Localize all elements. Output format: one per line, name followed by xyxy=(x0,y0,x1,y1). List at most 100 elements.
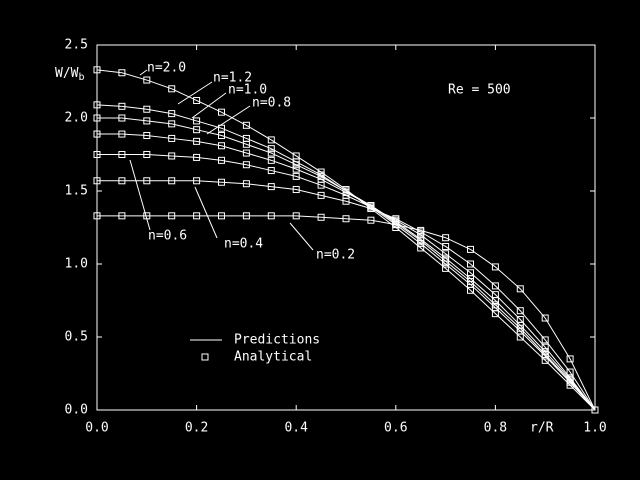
analytical-marker xyxy=(292,212,300,220)
analytical-marker xyxy=(516,307,524,315)
analytical-marker xyxy=(193,212,201,220)
analytical-marker xyxy=(143,117,151,125)
analytical-marker xyxy=(93,114,101,122)
y-axis-label-sub: b xyxy=(78,72,84,83)
y-tick-label: 0.5 xyxy=(65,330,88,345)
y-tick-label: 1.5 xyxy=(65,184,88,199)
analytical-marker xyxy=(392,221,400,229)
analytical-marker xyxy=(292,165,300,173)
analytical-marker xyxy=(118,177,126,185)
analytical-marker xyxy=(118,102,126,110)
analytical-marker xyxy=(292,161,300,169)
legend-entry: Analytical xyxy=(234,350,312,365)
label-leader xyxy=(129,159,151,231)
x-axis-label: r/R xyxy=(530,421,554,436)
analytical-marker xyxy=(491,282,499,290)
analytical-marker xyxy=(292,172,300,180)
analytical-marker xyxy=(267,149,275,157)
analytical-marker xyxy=(168,120,176,128)
analytical-marker xyxy=(193,137,201,145)
x-tick-label: 1.0 xyxy=(583,421,606,436)
curve-label: n=0.8 xyxy=(252,96,291,111)
analytical-marker xyxy=(541,336,549,344)
analytical-marker xyxy=(267,183,275,191)
analytical-marker xyxy=(541,343,549,351)
analytical-marker xyxy=(342,215,350,223)
label-leader xyxy=(139,69,148,76)
x-tick-label: 0.2 xyxy=(185,421,208,436)
label-leader xyxy=(289,222,314,251)
analytical-marker xyxy=(516,315,524,323)
analytical-marker xyxy=(218,142,225,150)
analytical-marker xyxy=(242,212,250,220)
analytical-marker xyxy=(193,96,201,104)
analytical-marker xyxy=(93,66,101,74)
analytical-marker xyxy=(118,130,126,138)
curve-label: n=1.0 xyxy=(228,83,267,98)
x-tick-label: 0.0 xyxy=(85,421,108,436)
analytical-marker xyxy=(442,234,450,242)
analytical-marker xyxy=(267,156,275,164)
prediction-line xyxy=(97,117,596,411)
analytical-marker xyxy=(367,216,375,224)
analytical-marker xyxy=(267,167,275,175)
analytical-marker xyxy=(168,177,176,185)
analytical-marker xyxy=(417,244,425,252)
analytical-marker xyxy=(143,151,151,158)
analytical-marker xyxy=(218,124,225,132)
label-leader xyxy=(194,186,218,239)
annotation: Re = 500 xyxy=(448,83,511,98)
analytical-marker xyxy=(193,126,201,134)
analytical-marker xyxy=(93,101,101,109)
analytical-marker xyxy=(168,152,176,160)
y-axis-label: W/Wb xyxy=(55,66,85,84)
y-tick-label: 1.0 xyxy=(65,257,88,272)
analytical-marker xyxy=(168,85,176,93)
analytical-marker xyxy=(93,130,101,138)
label-leader xyxy=(191,92,227,119)
analytical-marker xyxy=(242,140,250,148)
x-tick-label: 0.4 xyxy=(284,421,308,436)
analytical-marker xyxy=(491,263,499,271)
analytical-marker xyxy=(417,226,425,234)
analytical-marker xyxy=(118,151,126,158)
analytical-marker xyxy=(193,177,201,185)
y-tick-label: 2.0 xyxy=(65,111,88,126)
analytical-marker xyxy=(491,291,499,299)
analytical-marker xyxy=(193,153,201,161)
analytical-marker xyxy=(566,355,574,363)
prediction-line xyxy=(97,154,596,411)
curve-label: n=0.4 xyxy=(224,237,263,252)
analytical-marker xyxy=(516,285,524,293)
analytical-marker xyxy=(218,108,225,116)
analytical-marker xyxy=(292,186,300,194)
analytical-marker xyxy=(442,264,450,272)
analytical-marker xyxy=(442,254,450,262)
analytical-marker xyxy=(242,121,250,129)
curve-label: n=0.2 xyxy=(316,248,355,263)
curve-label: n=0.6 xyxy=(148,229,187,244)
analytical-marker xyxy=(467,269,474,277)
analytical-marker xyxy=(218,178,225,186)
analytical-marker xyxy=(317,213,325,221)
analytical-marker xyxy=(317,191,325,199)
analytical-marker xyxy=(218,212,225,220)
curve-label: n=2.0 xyxy=(147,61,186,76)
y-axis-label-main: W/W xyxy=(55,66,79,81)
analytical-marker xyxy=(143,105,151,113)
analytical-marker xyxy=(242,180,250,188)
analytical-marker xyxy=(93,212,101,220)
analytical-marker xyxy=(93,177,101,185)
prediction-line xyxy=(97,180,596,411)
x-tick-label: 0.8 xyxy=(484,421,507,436)
analytical-marker xyxy=(143,76,151,84)
analytical-marker xyxy=(218,132,225,140)
analytical-marker xyxy=(342,197,350,205)
analytical-marker xyxy=(143,132,151,140)
y-tick-label: 0.0 xyxy=(65,403,88,418)
y-tick-label: 2.5 xyxy=(65,38,88,53)
analytical-marker xyxy=(168,212,176,220)
analytical-marker xyxy=(267,136,275,144)
analytical-marker xyxy=(467,260,474,268)
